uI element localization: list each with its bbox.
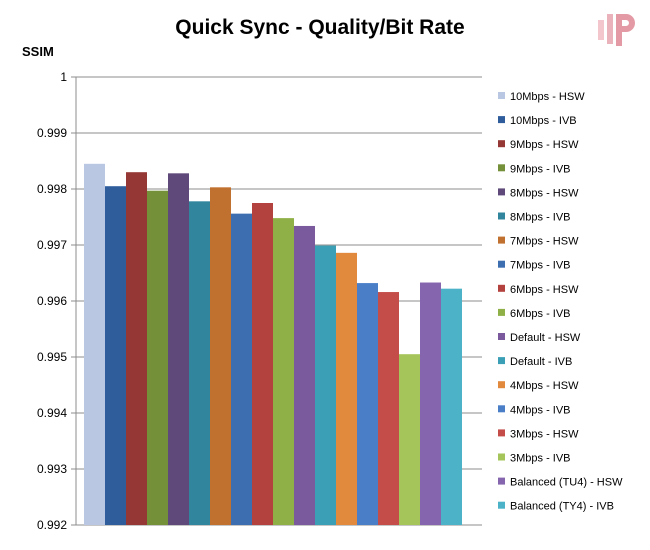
legend-label: 3Mbps - HSW: [510, 428, 579, 440]
legend-label: 8Mbps - IVB: [510, 212, 571, 224]
bar: [189, 201, 210, 525]
legend-swatch: [498, 501, 505, 509]
bar: [147, 190, 168, 525]
legend-label: 10Mbps - IVB: [510, 115, 577, 127]
bar: [231, 213, 252, 525]
legend-swatch: [498, 405, 505, 413]
legend-swatch: [498, 188, 505, 196]
bar: [84, 163, 105, 526]
legend-swatch: [498, 453, 505, 461]
legend-swatch: [498, 164, 505, 172]
legend-label: 7Mbps - HSW: [510, 236, 579, 248]
bar: [105, 186, 126, 525]
bar: [273, 218, 294, 525]
chart-title: Quick Sync - Quality/Bit Rate: [175, 16, 464, 39]
legend-swatch: [498, 284, 505, 292]
legend-label: Balanced (TY4) - IVB: [510, 501, 614, 513]
legend-swatch: [498, 308, 505, 316]
y-axis-label: SSIM: [22, 44, 54, 59]
legend-swatch: [498, 429, 505, 437]
legend-label: 6Mbps - IVB: [510, 308, 571, 320]
y-tick-label: 0.998: [37, 182, 67, 196]
legend-label: 9Mbps - HSW: [510, 139, 579, 151]
bar: [126, 172, 147, 525]
legend-label: Balanced (TU4) - HSW: [510, 477, 623, 489]
legend-swatch: [498, 477, 505, 485]
legend-swatch: [498, 357, 505, 365]
y-tick-label: 1: [60, 70, 67, 84]
legend-label: 4Mbps - IVB: [510, 404, 571, 416]
y-tick-label: 0.999: [37, 126, 67, 140]
bar: [357, 283, 378, 525]
bar: [294, 225, 315, 525]
legend-label: 9Mbps - IVB: [510, 163, 571, 175]
y-tick-label: 0.994: [37, 406, 67, 420]
watermark-logo: [598, 14, 635, 46]
bar: [378, 292, 399, 525]
bar: [441, 288, 462, 525]
y-tick-label: 0.996: [37, 294, 67, 308]
bar: [420, 282, 441, 525]
bar: [336, 252, 357, 525]
legend-label: 8Mbps - HSW: [510, 187, 579, 199]
legend-label: 7Mbps - IVB: [510, 260, 571, 272]
legend-swatch: [498, 92, 505, 99]
y-axis: 0.992 0.993 0.994 0.995 0.996 0.997 0.998 0.999…: [37, 70, 77, 532]
legend-label: 3Mbps - IVB: [510, 453, 571, 465]
y-tick-label: 0.993: [37, 462, 67, 476]
y-tick-label: 0.997: [37, 238, 67, 252]
legend-label: Default - IVB: [510, 356, 572, 368]
bar: [252, 203, 273, 525]
legend-label: 6Mbps - HSW: [510, 284, 579, 296]
legend-label: Default - HSW: [510, 332, 581, 344]
legend-swatch: [498, 212, 505, 220]
y-tick-label: 0.995: [37, 350, 67, 364]
legend-swatch: [498, 381, 505, 389]
legend-swatch: [498, 236, 505, 244]
legend-swatch: [498, 333, 505, 340]
legend-label: 4Mbps - HSW: [510, 380, 579, 392]
bars: [84, 163, 462, 526]
legend-swatch: [498, 116, 505, 124]
bar: [168, 173, 189, 525]
legend-swatch: [498, 140, 505, 148]
y-tick-label: 0.992: [37, 518, 67, 532]
bar: [399, 354, 420, 525]
bar: [210, 187, 231, 525]
legend-label: 10Mbps - HSW: [510, 91, 585, 103]
legend: 10Mbps - HSW 10Mbps - IVB 9Mbps - HSW 9Mbps…: [498, 91, 623, 513]
bar: [315, 245, 336, 525]
legend-swatch: [498, 260, 505, 268]
